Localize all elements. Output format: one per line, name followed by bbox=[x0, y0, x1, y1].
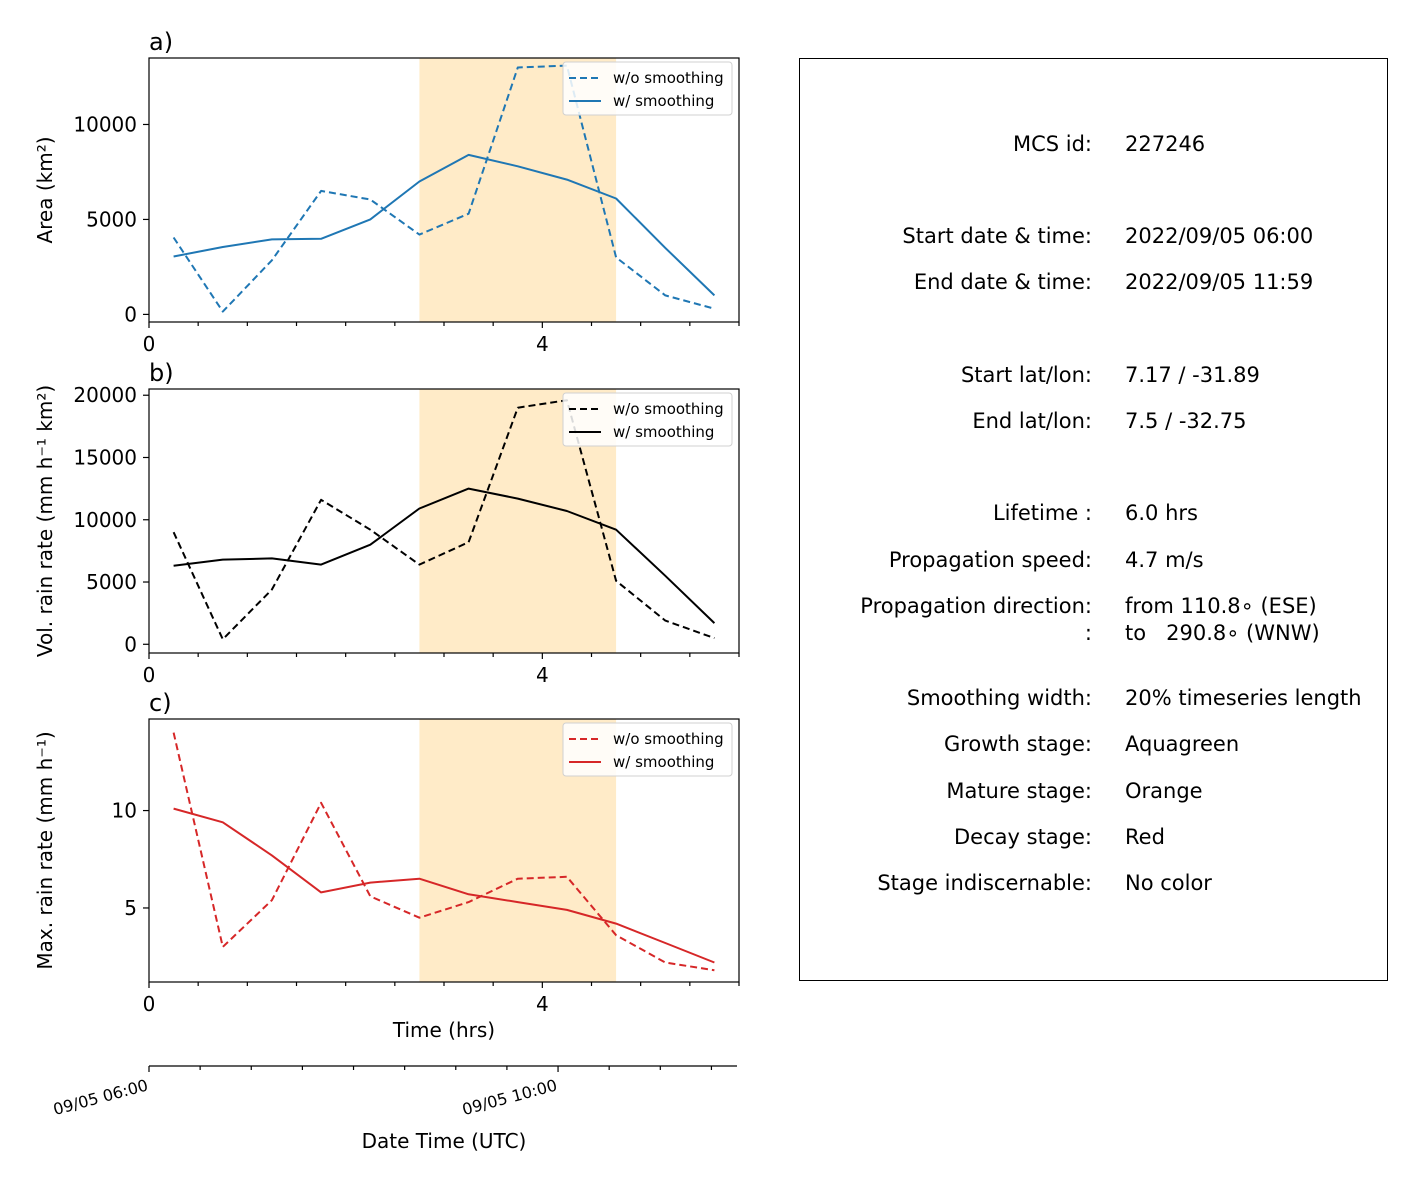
legend: w/o smoothing w/ smoothing bbox=[562, 61, 733, 116]
info-value: to 290.8∘ (WNW) bbox=[1125, 621, 1320, 645]
info-row-start-latlon: Start lat/lon: 7.17 / -31.89 bbox=[800, 360, 1387, 390]
panel-label: a) bbox=[149, 28, 173, 56]
y-tick-label: 0 bbox=[124, 632, 137, 656]
info-value: 2022/09/05 11:59 bbox=[1125, 270, 1314, 294]
legend-box bbox=[562, 61, 733, 116]
legend-box bbox=[562, 722, 733, 777]
x-tick-label: 0 bbox=[143, 663, 156, 687]
y-axis-label: Vol. rain rate (mm h⁻¹ km²) bbox=[33, 385, 57, 657]
info-row-smoothing-width: Smoothing width: 20% timeseries length bbox=[800, 683, 1387, 713]
info-label: Mature stage: bbox=[946, 779, 1092, 803]
panel-label: c) bbox=[149, 689, 172, 717]
info-label: Start date & time: bbox=[902, 224, 1092, 248]
x-tick-label: 4 bbox=[536, 663, 549, 687]
y-axis-label: Area (km²) bbox=[33, 136, 57, 243]
info-label: Lifetime : bbox=[992, 501, 1092, 525]
info-label: MCS id: bbox=[1012, 132, 1092, 156]
info-value: 4.7 m/s bbox=[1125, 548, 1204, 572]
panel-a: 0 5000 10000 0 4 a) Area (km²) w/o smoothing w/ … bbox=[33, 28, 740, 356]
panel-label: b) bbox=[149, 359, 174, 387]
info-value: Orange bbox=[1125, 779, 1203, 803]
info-row-growth-stage: Growth stage: Aquagreen bbox=[800, 729, 1387, 759]
info-value: 7.17 / -31.89 bbox=[1125, 363, 1260, 387]
panel-c: 5 10 0 4 c) Max. rain rate (mm h⁻¹) Time (hrs)… bbox=[33, 689, 740, 1042]
info-row-propagation-direction-to: : to 290.8∘ (WNW) bbox=[800, 618, 1387, 648]
info-label: Smoothing width: bbox=[906, 686, 1092, 710]
info-label: : bbox=[1084, 621, 1092, 645]
series-line-without-smoothing bbox=[172, 64, 715, 313]
info-row-end-latlon: End lat/lon: 7.5 / -32.75 bbox=[800, 406, 1387, 436]
x-tick-label: 4 bbox=[536, 332, 549, 356]
info-value: 6.0 hrs bbox=[1125, 501, 1198, 525]
date-tick-label: 09/05 10:00 bbox=[460, 1076, 559, 1120]
y-tick-label: 20000 bbox=[73, 383, 137, 407]
info-row-propagation-speed: Propagation speed: 4.7 m/s bbox=[800, 545, 1387, 575]
series-line-without-smoothing bbox=[172, 399, 715, 641]
y-tick-label: 0 bbox=[124, 302, 137, 326]
legend: w/o smoothing w/ smoothing bbox=[562, 722, 733, 777]
mcs-info-panel: MCS id: 227246 Start date & time: 2022/0… bbox=[799, 58, 1388, 981]
info-value: 7.5 / -32.75 bbox=[1125, 409, 1247, 433]
info-value: Aquagreen bbox=[1125, 732, 1240, 756]
y-tick-label: 10 bbox=[112, 799, 137, 823]
series-line-with-smoothing bbox=[173, 487, 716, 624]
info-label: End date & time: bbox=[913, 270, 1092, 294]
legend: w/o smoothing w/ smoothing bbox=[562, 392, 733, 447]
date-tick-label: 09/05 06:00 bbox=[51, 1076, 150, 1120]
info-row-end-time: End date & time: 2022/09/05 11:59 bbox=[800, 267, 1387, 297]
info-label: Propagation speed: bbox=[888, 548, 1092, 572]
date-time-axis: 09/05 06:00 09/05 10:00 Date Time (UTC) bbox=[51, 1065, 737, 1153]
series-line-with-smoothing bbox=[173, 153, 716, 297]
y-tick-label: 10000 bbox=[73, 112, 137, 136]
series-line-with-smoothing bbox=[173, 807, 715, 964]
info-value: No color bbox=[1125, 871, 1212, 895]
info-row-propagation-direction: Propagation direction: from 110.8∘ (ESE) bbox=[800, 591, 1387, 621]
legend-label: w/o smoothing bbox=[613, 400, 724, 418]
info-row-stage-indiscernable: Stage indiscernable: No color bbox=[800, 868, 1387, 898]
x-tick-label: 0 bbox=[143, 332, 156, 356]
info-label: Propagation direction: bbox=[860, 594, 1092, 618]
info-label: End lat/lon: bbox=[972, 409, 1092, 433]
info-row-mature-stage: Mature stage: Orange bbox=[800, 776, 1387, 806]
info-value: 2022/09/05 06:00 bbox=[1125, 224, 1314, 248]
y-tick-label: 5000 bbox=[86, 207, 137, 231]
y-tick-label: 5000 bbox=[86, 570, 137, 594]
legend-label: w/ smoothing bbox=[613, 423, 714, 441]
legend-label: w/ smoothing bbox=[613, 753, 714, 771]
info-label: Decay stage: bbox=[954, 825, 1092, 849]
x-axis-label: Time (hrs) bbox=[392, 1018, 495, 1042]
info-label: Start lat/lon: bbox=[960, 363, 1092, 387]
info-value: Red bbox=[1125, 825, 1165, 849]
y-tick-label: 10000 bbox=[73, 508, 137, 532]
y-tick-label: 15000 bbox=[73, 445, 137, 469]
info-row-start-time: Start date & time: 2022/09/05 06:00 bbox=[800, 221, 1387, 251]
y-axis-label: Max. rain rate (mm h⁻¹) bbox=[33, 731, 57, 969]
info-value: 227246 bbox=[1125, 132, 1206, 156]
info-label: Stage indiscernable: bbox=[877, 871, 1092, 895]
y-tick-label: 5 bbox=[124, 896, 137, 920]
info-row-lifetime: Lifetime : 6.0 hrs bbox=[800, 498, 1387, 528]
legend-label: w/ smoothing bbox=[613, 92, 714, 110]
series-line-without-smoothing bbox=[172, 732, 715, 972]
panel-b: 0 5000 10000 15000 20000 0 4 b) Vol. rain rate (… bbox=[33, 359, 740, 687]
x-tick-label: 0 bbox=[143, 992, 156, 1016]
info-label: Growth stage: bbox=[943, 732, 1092, 756]
x-tick-label: 4 bbox=[536, 992, 549, 1016]
info-value: from 110.8∘ (ESE) bbox=[1125, 594, 1317, 618]
legend-label: w/o smoothing bbox=[613, 730, 724, 748]
info-row-mcs-id: MCS id: 227246 bbox=[800, 129, 1387, 159]
date-axis-label: Date Time (UTC) bbox=[362, 1129, 527, 1153]
legend-label: w/o smoothing bbox=[613, 69, 724, 87]
info-value: 20% timeseries length bbox=[1125, 686, 1362, 710]
legend-box bbox=[562, 392, 733, 447]
info-row-decay-stage: Decay stage: Red bbox=[800, 822, 1387, 852]
